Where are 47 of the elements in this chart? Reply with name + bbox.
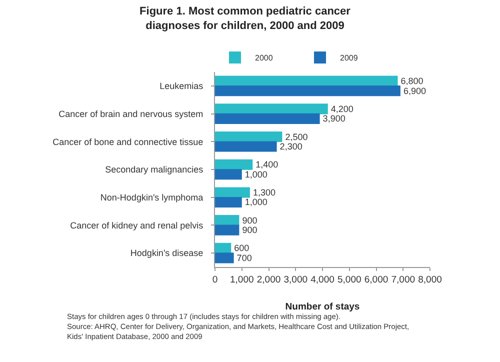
bar bbox=[215, 159, 253, 170]
bar bbox=[215, 86, 400, 96]
y-tick-label: Leukemias bbox=[160, 81, 204, 92]
chart-title: Figure 1. Most common pediatric cancer diagnoses for children, 2000 and 2009 bbox=[140, 5, 352, 32]
x-tick-label: 2,000 bbox=[256, 274, 281, 286]
bar bbox=[215, 76, 398, 86]
data-label: 6,900 bbox=[403, 86, 426, 96]
data-label: 2,300 bbox=[280, 142, 302, 152]
x-axis-title: Number of stays bbox=[285, 302, 360, 313]
bar bbox=[215, 215, 240, 226]
data-label: 3,900 bbox=[322, 114, 346, 124]
bar bbox=[215, 196, 242, 208]
y-tick-label: Cancer of bone and connective tissue bbox=[52, 136, 204, 147]
y-tick-label: Cancer of kidney and renal pelvis bbox=[70, 220, 204, 230]
data-label: 600 bbox=[234, 243, 250, 254]
bar bbox=[215, 224, 240, 236]
data-label: 700 bbox=[236, 252, 252, 263]
data-label: 6,800 bbox=[400, 76, 424, 86]
bar bbox=[215, 131, 282, 142]
data-label: 1,400 bbox=[256, 160, 278, 170]
data-label: 900 bbox=[242, 215, 258, 226]
bar bbox=[215, 104, 328, 114]
bar bbox=[215, 141, 277, 152]
data-label: 900 bbox=[242, 225, 258, 236]
data-label: 2,500 bbox=[285, 132, 308, 142]
x-tick-label: 1,000 bbox=[230, 274, 254, 286]
bar bbox=[215, 187, 250, 198]
data-label: 1,000 bbox=[244, 169, 268, 180]
legend-label: 2009 bbox=[340, 54, 358, 63]
bar bbox=[215, 252, 234, 264]
x-tick-label: 3,000 bbox=[284, 274, 308, 286]
data-label: 1,300 bbox=[252, 187, 276, 198]
y-tick-label: Hodgkin's disease bbox=[130, 248, 204, 258]
data-label: 4,200 bbox=[330, 104, 354, 114]
x-tick-label: 7,000 bbox=[391, 274, 416, 286]
y-tick-label: Secondary malignancies bbox=[105, 164, 204, 175]
x-tick-label: 0 bbox=[212, 274, 218, 286]
x-tick-label: 5,000 bbox=[337, 274, 362, 286]
bar bbox=[215, 169, 242, 180]
x-tick-label: 8,000 bbox=[418, 274, 442, 286]
data-label: 1,000 bbox=[244, 197, 268, 208]
bar bbox=[215, 113, 320, 124]
y-tick-label: Non-Hodgkin's lymphoma bbox=[100, 192, 204, 203]
y-tick-label: Cancer of brain and nervous system bbox=[58, 108, 204, 119]
legend-label: 2000 bbox=[255, 54, 274, 63]
x-tick-label: 4,000 bbox=[310, 274, 334, 286]
x-tick-label: 6,000 bbox=[364, 274, 388, 286]
